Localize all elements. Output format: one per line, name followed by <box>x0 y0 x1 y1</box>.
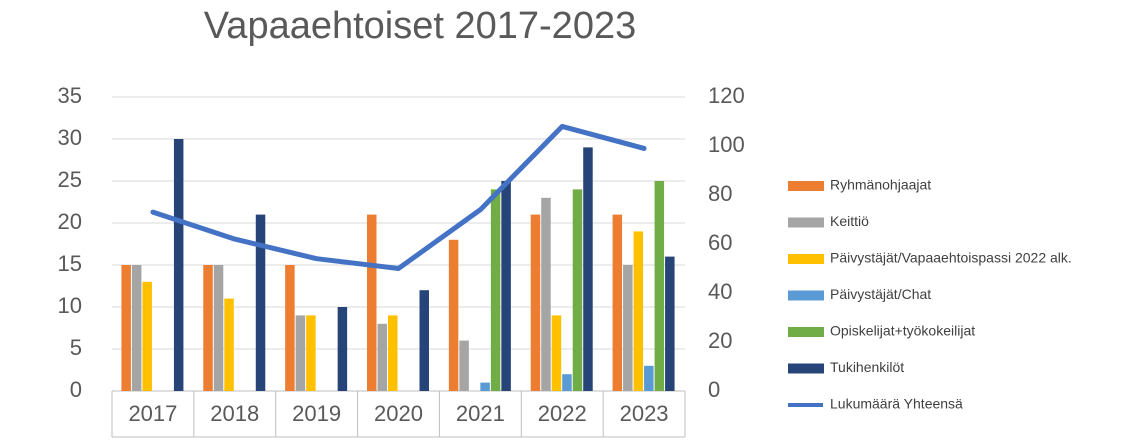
legend-label: Päivystäjät/Vapaaehtoispassi 2022 alk. <box>830 250 1072 266</box>
bar <box>562 374 572 391</box>
y-tick-label: 0 <box>70 377 82 402</box>
bar <box>377 323 387 391</box>
y-tick-label: 35 <box>58 83 82 108</box>
bar <box>224 298 234 391</box>
bar <box>501 181 511 391</box>
legend-label: Päivystäjät/Chat <box>830 286 931 302</box>
bar <box>173 139 184 391</box>
legend-label: Lukumäärä Yhteensä <box>830 396 963 412</box>
bar <box>612 214 623 391</box>
bar <box>419 290 429 391</box>
legend-symbol <box>788 217 824 228</box>
legend-symbol <box>788 181 824 191</box>
y-tick-label: 25 <box>58 167 82 192</box>
bar <box>213 265 224 391</box>
y-tick-label: 30 <box>58 125 82 150</box>
bar <box>551 315 562 391</box>
bar <box>665 256 675 391</box>
x-tick-label: 2020 <box>374 401 423 426</box>
bar <box>448 239 459 391</box>
bar <box>633 231 644 391</box>
bar <box>337 307 348 391</box>
x-tick-label: 2017 <box>128 401 177 426</box>
bar <box>295 315 306 391</box>
bar <box>306 315 316 391</box>
line <box>150 123 647 271</box>
bar <box>583 147 593 391</box>
bar <box>541 197 551 391</box>
y2-tick-label: 60 <box>708 230 732 255</box>
x-tick-label: 2018 <box>210 401 259 426</box>
y2-tick-label: 120 <box>708 83 745 108</box>
bar <box>367 214 377 391</box>
legend-symbol <box>788 363 824 374</box>
y2-tick-label: 0 <box>708 377 720 402</box>
legend-label: Keittiö <box>830 213 869 229</box>
legend-symbol <box>788 290 824 301</box>
bar <box>255 214 266 391</box>
bar <box>121 265 131 391</box>
bar <box>490 189 501 391</box>
bar <box>131 265 142 391</box>
bar <box>480 382 490 391</box>
bar <box>388 315 398 391</box>
x-tick-label: 2023 <box>620 401 669 426</box>
bar <box>572 189 583 391</box>
y-tick-label: 10 <box>58 293 82 318</box>
bar <box>623 265 633 391</box>
bar <box>644 365 654 391</box>
bar <box>142 281 152 391</box>
chart-title: Vapaaehtoiset 2017-2023 <box>204 5 636 47</box>
legend-label: Opiskelijat+työkokeilijat <box>830 323 975 339</box>
bar <box>530 214 541 391</box>
bar <box>654 181 665 391</box>
bar <box>285 265 295 391</box>
legend-label: Tukihenkilöt <box>830 359 904 375</box>
x-tick-label: 2021 <box>456 401 505 426</box>
bar <box>459 340 469 391</box>
x-tick-label: 2019 <box>292 401 341 426</box>
y-tick-label: 15 <box>58 251 82 276</box>
legend-symbol <box>788 327 824 337</box>
y-tick-label: 20 <box>58 209 82 234</box>
y2-tick-label: 40 <box>708 279 732 304</box>
y2-tick-label: 80 <box>708 181 732 206</box>
y-tick-label: 5 <box>70 335 82 360</box>
y2-tick-label: 20 <box>708 328 732 353</box>
y2-tick-label: 100 <box>708 132 745 157</box>
legend-symbol <box>788 254 824 264</box>
legend-label: Ryhmänohjaajat <box>830 177 931 193</box>
x-tick-label: 2022 <box>538 401 587 426</box>
bar <box>203 265 213 391</box>
